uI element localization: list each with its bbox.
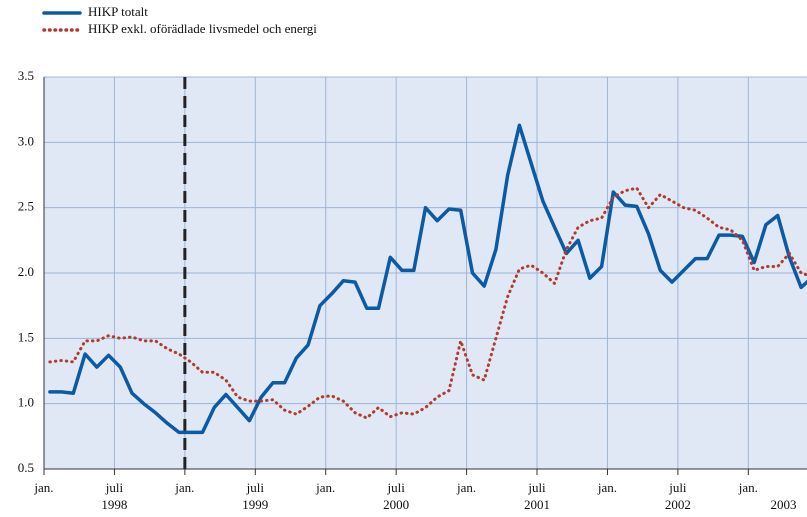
series-line — [48, 123, 807, 435]
x-tick-label: juli — [246, 480, 265, 495]
x-year-label: 2003 — [771, 497, 797, 512]
y-tick-label: 3.5 — [18, 68, 34, 83]
x-tick-label: jan. — [738, 480, 758, 495]
y-tick-label: 2.0 — [18, 264, 34, 279]
y-tick-label: 1.0 — [18, 395, 34, 410]
x-tick-label: jan. — [315, 480, 335, 495]
x-year-label: 1999 — [242, 497, 268, 512]
x-tick-label: juli — [105, 480, 124, 495]
x-tick-label: juli — [527, 480, 546, 495]
y-tick-label: 0.5 — [18, 460, 34, 475]
x-tick-label: jan. — [33, 480, 53, 495]
x-year-label: 2001 — [524, 497, 550, 512]
x-year-label: 2000 — [383, 497, 409, 512]
x-tick-label: jan. — [174, 480, 194, 495]
x-tick-label: juli — [386, 480, 405, 495]
x-tick-label: jan. — [597, 480, 617, 495]
x-year-label: 2002 — [665, 497, 691, 512]
series-line — [48, 186, 807, 420]
legend-label: HIKP exkl. oförädlade livsmedel och ener… — [88, 21, 317, 36]
x-year-label: 1998 — [101, 497, 127, 512]
x-tick-label: juli — [668, 480, 687, 495]
series-group — [48, 123, 807, 435]
y-tick-label: 3.0 — [18, 133, 34, 148]
x-tick-label: jan. — [456, 480, 476, 495]
y-tick-label: 1.5 — [18, 329, 34, 344]
y-tick-label: 2.5 — [18, 199, 34, 214]
legend-label: HIKP totalt — [88, 4, 148, 19]
